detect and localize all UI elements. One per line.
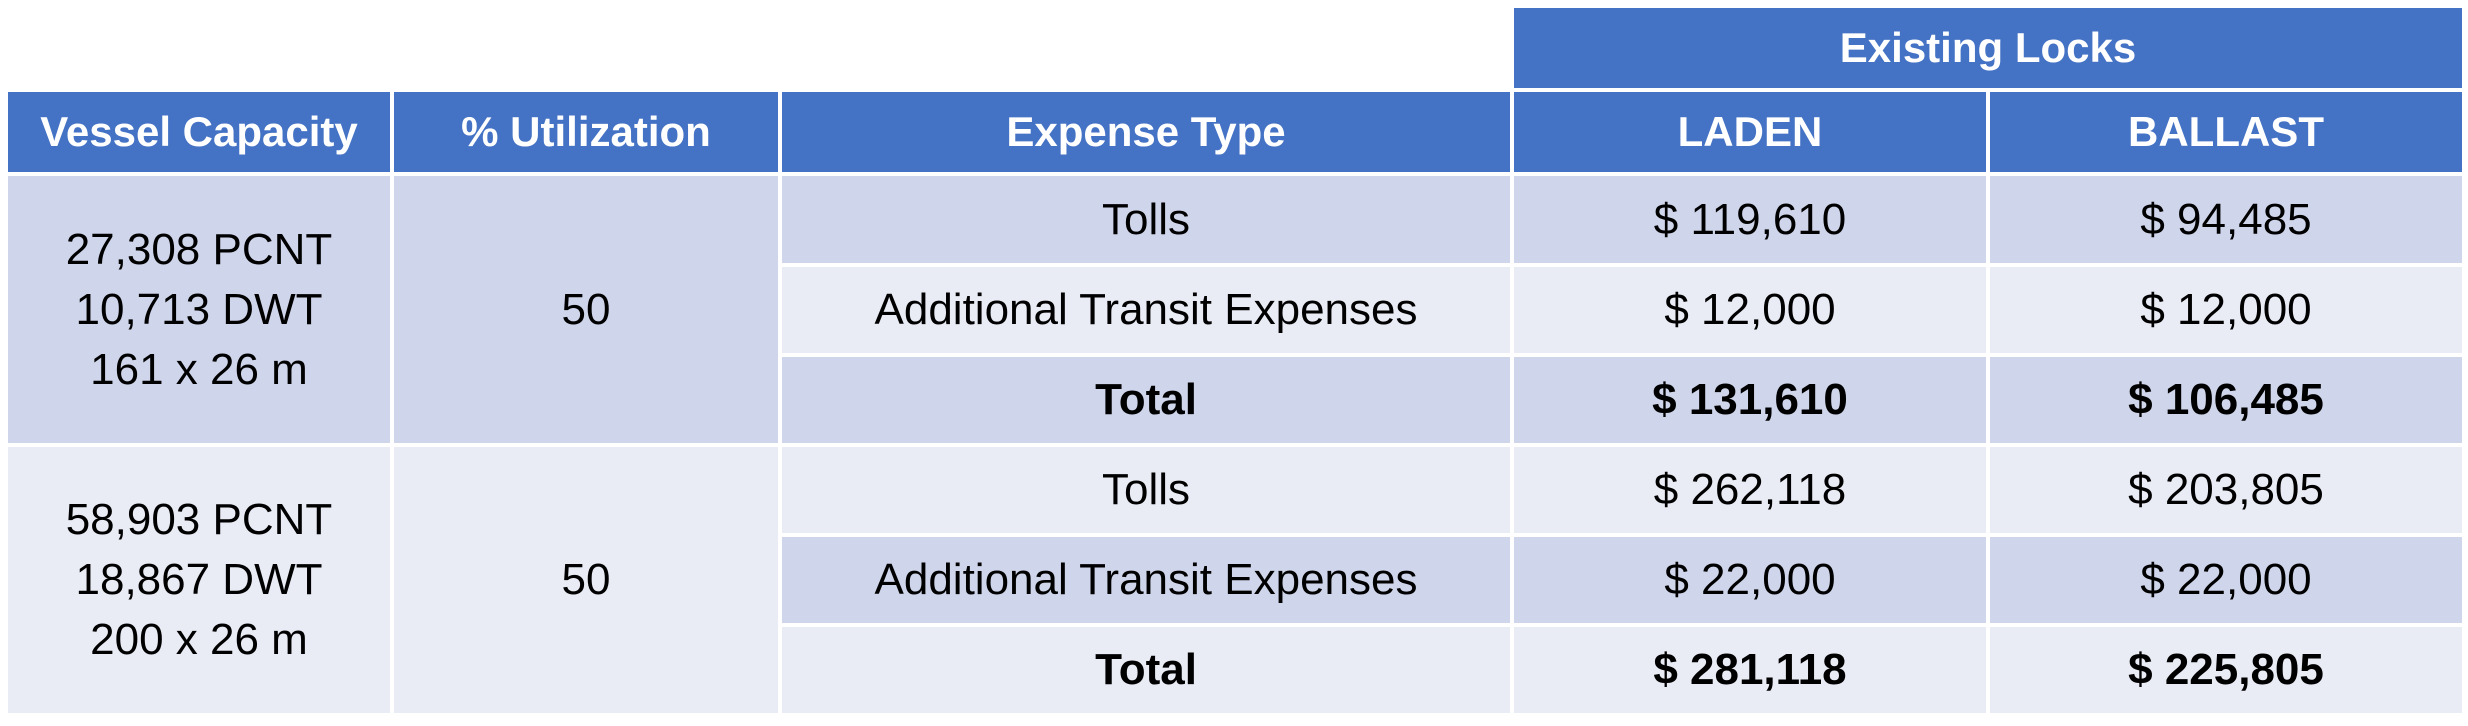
- ballast-header: BALLAST: [1990, 92, 2462, 172]
- capacity-dimensions: 161 x 26 m: [90, 344, 308, 394]
- utilization-header: % Utilization: [394, 92, 778, 172]
- expense-type-cell: Additional Transit Expenses: [782, 537, 1510, 623]
- laden-cell: $ 119,610: [1514, 176, 1986, 263]
- ballast-cell: $ 12,000: [1990, 267, 2462, 353]
- laden-cell: $ 12,000: [1514, 267, 1986, 353]
- lock-expense-table: Existing Locks Vessel Capacity % Utiliza…: [4, 4, 2466, 717]
- existing-locks-header: Existing Locks: [1514, 8, 2462, 88]
- capacity-dwt: 10,713 DWT: [75, 284, 323, 334]
- laden-header: LADEN: [1514, 92, 1986, 172]
- vessel-capacity-header: Vessel Capacity: [8, 92, 390, 172]
- vessel-capacity-cell: 58,903 PCNT 18,867 DWT 200 x 26 m: [8, 447, 390, 713]
- capacity-pcnt: 27,308 PCNT: [65, 224, 333, 274]
- table-row-total: Total $ 131,610 $ 106,485: [8, 357, 2462, 443]
- table-row: 27,308 PCNT 10,713 DWT 161 x 26 m 50 Tol…: [8, 176, 2462, 443]
- expense-type-cell: Tolls: [782, 176, 1510, 263]
- vessel-capacity-cell: 27,308 PCNT 10,713 DWT 161 x 26 m: [8, 176, 390, 443]
- group-header-row: Existing Locks: [8, 8, 2462, 88]
- ballast-cell: $ 22,000: [1990, 537, 2462, 623]
- utilization-cell: 50: [394, 447, 778, 713]
- laden-cell: $ 262,118: [1514, 447, 1986, 533]
- laden-total-cell: $ 131,610: [1514, 357, 1986, 443]
- expense-type-cell: Tolls: [782, 447, 1510, 533]
- capacity-dimensions: 200 x 26 m: [90, 615, 308, 664]
- table-row: Additional Transit Expenses $ 22,000 $ 2…: [8, 537, 2462, 623]
- laden-cell: $ 22,000: [1514, 537, 1986, 623]
- table-row: 58,903 PCNT 18,867 DWT 200 x 26 m 50 Tol…: [8, 447, 2462, 713]
- laden-total-cell: $ 281,118: [1514, 627, 1986, 713]
- ballast-cell: $ 203,805: [1990, 447, 2462, 533]
- ballast-cell: $ 94,485: [1990, 176, 2462, 263]
- ballast-total-cell: $ 106,485: [1990, 357, 2462, 443]
- expense-type-header: Expense Type: [782, 92, 1510, 172]
- ballast-total-cell: $ 225,805: [1990, 627, 2462, 713]
- expense-type-cell: Total: [782, 627, 1510, 713]
- blank-header-cell: [8, 8, 1510, 88]
- table-row-total: Total $ 281,118 $ 225,805: [8, 627, 2462, 713]
- column-header-row: Vessel Capacity % Utilization Expense Ty…: [8, 92, 2462, 172]
- capacity-pcnt: 58,903 PCNT: [65, 495, 333, 544]
- table-row: Additional Transit Expenses $ 12,000 $ 1…: [8, 267, 2462, 353]
- capacity-dwt: 18,867 DWT: [75, 555, 323, 604]
- expense-type-cell: Additional Transit Expenses: [782, 267, 1510, 353]
- expense-type-cell: Total: [782, 357, 1510, 443]
- utilization-cell: 50: [394, 176, 778, 443]
